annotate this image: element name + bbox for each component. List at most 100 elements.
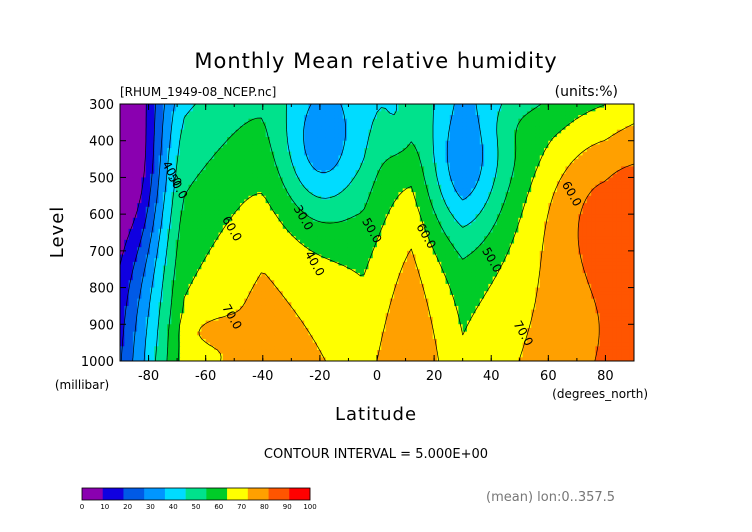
field-cell — [209, 144, 215, 149]
field-cell — [308, 111, 314, 116]
field-cell — [329, 181, 335, 186]
field-cell — [552, 115, 558, 120]
field-cell — [436, 217, 442, 223]
field-cell — [214, 221, 220, 226]
field-cell — [329, 107, 335, 112]
field-cell — [304, 107, 310, 112]
field-cell — [496, 184, 502, 190]
field-cell — [385, 254, 391, 259]
field-cell — [299, 232, 305, 237]
field-cell — [197, 126, 202, 131]
field-cell — [612, 104, 618, 109]
field-cell — [201, 225, 207, 230]
field-cell — [484, 126, 489, 131]
field-cell — [248, 177, 254, 182]
field-cell — [351, 217, 357, 223]
field-cell — [239, 181, 245, 186]
field-cell — [574, 250, 579, 256]
field-cell — [518, 122, 524, 127]
field-cell — [398, 126, 404, 131]
field-cell — [514, 133, 519, 138]
field-cell — [287, 133, 292, 138]
field-cell — [415, 126, 421, 131]
field-cell — [394, 151, 400, 156]
field-cell — [411, 247, 417, 252]
field-cell — [565, 104, 571, 109]
field-cell — [124, 118, 130, 123]
field-cell — [334, 129, 340, 134]
field-cell — [544, 250, 549, 256]
field-cell — [544, 162, 549, 168]
field-cell — [398, 140, 404, 145]
field-cell — [612, 206, 618, 212]
field-cell — [612, 162, 618, 168]
field-cell — [287, 144, 292, 149]
field-cell — [449, 243, 455, 248]
field-cell — [312, 206, 318, 212]
field-cell — [449, 177, 455, 182]
field-cell — [509, 122, 515, 127]
field-cell — [398, 214, 404, 219]
field-cell — [501, 188, 507, 193]
field-cell — [496, 170, 502, 175]
field-cell — [471, 221, 477, 226]
field-cell — [522, 217, 528, 223]
field-cell — [128, 236, 134, 241]
field-cell — [488, 239, 494, 245]
field-cell — [556, 107, 562, 112]
field-cell — [402, 217, 408, 223]
field-cell — [141, 104, 147, 109]
field-cell — [436, 247, 442, 252]
field-cell — [432, 118, 438, 123]
field-cell — [167, 166, 172, 171]
field-cell — [359, 210, 365, 215]
field-cell — [441, 137, 447, 142]
field-cell — [214, 250, 220, 256]
field-cell — [209, 148, 215, 153]
field-cell — [415, 111, 421, 116]
field-cell — [308, 203, 314, 208]
field-cell — [188, 225, 194, 230]
field-cell — [604, 144, 609, 149]
field-cell — [625, 151, 631, 156]
field-cell — [509, 148, 515, 153]
field-cell — [368, 199, 374, 204]
field-cell — [552, 162, 558, 168]
field-cell — [342, 144, 348, 149]
field-cell — [359, 184, 365, 190]
field-cell — [295, 236, 301, 241]
field-cell — [235, 126, 241, 131]
field-cell — [231, 195, 237, 201]
field-cell — [496, 225, 502, 230]
field-cell — [535, 243, 541, 248]
field-cell — [124, 239, 130, 245]
field-cell — [192, 195, 198, 201]
field-cell — [381, 155, 387, 160]
field-cell — [394, 254, 400, 259]
field-cell — [471, 111, 477, 116]
field-cell — [214, 236, 220, 241]
field-cell — [227, 195, 232, 201]
field-cell — [526, 173, 532, 179]
field-cell — [595, 144, 601, 149]
field-cell — [167, 137, 172, 142]
field-cell — [604, 210, 609, 215]
field-cell — [171, 217, 177, 223]
field-cell — [214, 177, 220, 182]
field-cell — [552, 184, 558, 190]
field-cell — [415, 148, 421, 153]
field-cell — [608, 228, 614, 234]
field-cell — [171, 155, 177, 160]
field-cell — [167, 170, 172, 175]
field-cell — [124, 254, 130, 259]
field-cell — [137, 111, 143, 116]
field-cell — [154, 115, 160, 120]
field-cell — [179, 148, 185, 153]
field-cell — [192, 166, 198, 171]
field-cell — [257, 210, 262, 215]
field-cell — [175, 133, 181, 138]
field-cell — [231, 203, 237, 208]
field-cell — [535, 129, 541, 134]
field-cell — [398, 221, 404, 226]
field-cell — [334, 239, 340, 245]
